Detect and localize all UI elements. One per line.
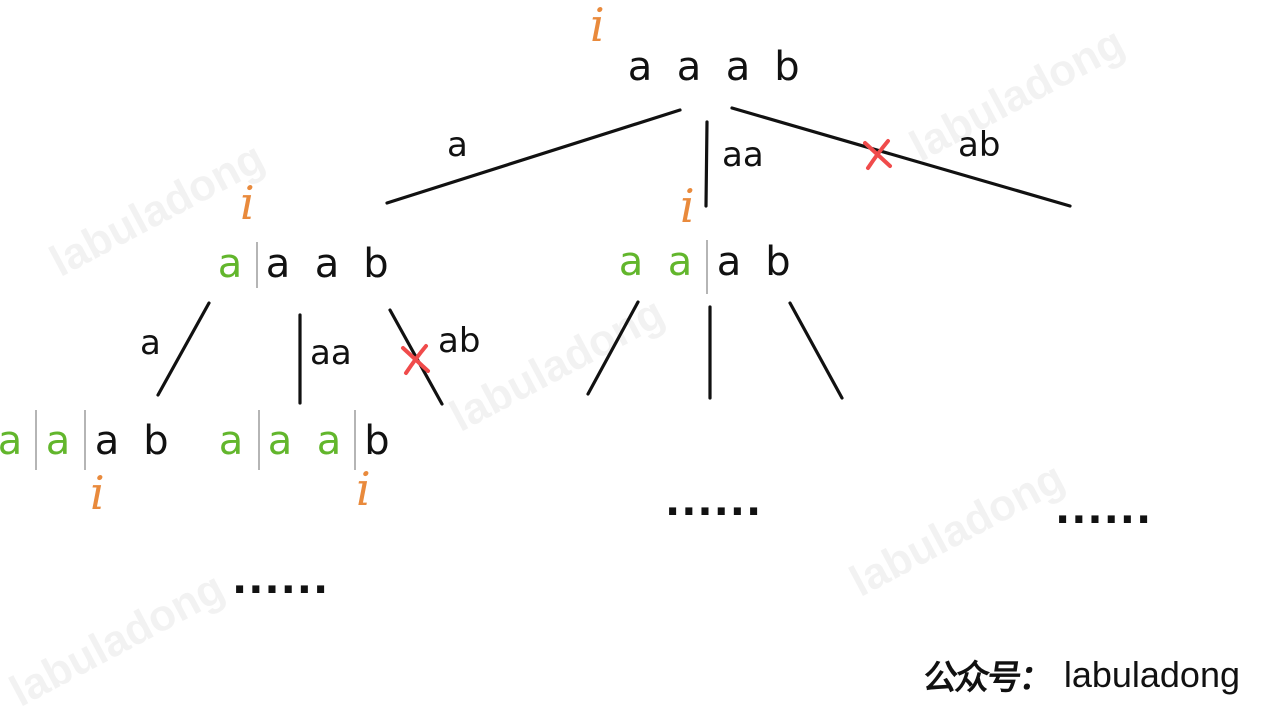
continuation-ellipsis: ...... (665, 479, 763, 525)
consumed-char: a (0, 418, 23, 464)
root-char: a (676, 44, 702, 90)
footer-name: labuladong (1063, 653, 1240, 695)
remaining-char: b (765, 239, 791, 285)
index-marker: i (680, 179, 695, 233)
partition-separator (258, 410, 260, 470)
edge-label: ab (958, 125, 1001, 165)
footer-prefix: 公众号： (920, 658, 1055, 698)
edge-label: ab (438, 321, 481, 361)
edge-label: a (140, 323, 161, 363)
index-marker: i (90, 466, 105, 520)
middle-edge-3 (788, 301, 844, 400)
remaining-char: a (265, 241, 291, 287)
partition-separator (35, 410, 37, 470)
partition-separator (256, 242, 258, 288)
edge-label: a (447, 125, 468, 165)
consumed-char: a (316, 418, 342, 464)
footer-credit: 公众号： labuladong (921, 650, 1240, 699)
pruned-cross-icon (401, 344, 430, 375)
remaining-char: a (716, 239, 742, 285)
root-char: a (725, 44, 751, 90)
partition-separator (354, 410, 356, 470)
edge-label: aa (722, 135, 764, 175)
remaining-char: b (363, 241, 389, 287)
consumed-char: a (267, 418, 293, 464)
partition-separator (706, 240, 708, 294)
middle-edge-1 (586, 300, 640, 396)
root-edge-a (385, 108, 682, 205)
partition-separator (84, 410, 86, 470)
consumed-char: a (217, 241, 243, 287)
left-edge-a (156, 301, 211, 397)
root-edge-aa (704, 120, 709, 208)
remaining-char: b (143, 418, 169, 464)
index-marker: i (356, 462, 371, 516)
index-marker: i (590, 0, 605, 52)
consumed-char: a (667, 239, 693, 285)
remaining-char: a (94, 418, 120, 464)
consumed-char: a (45, 418, 71, 464)
root-edge-ab (730, 106, 1072, 208)
root-char: b (774, 44, 800, 90)
continuation-ellipsis: ...... (232, 557, 330, 603)
consumed-char: a (218, 418, 244, 464)
remaining-char: a (314, 241, 340, 287)
root-char: a (627, 44, 653, 90)
pruned-cross-icon (863, 139, 892, 170)
edge-label: aa (310, 333, 352, 373)
continuation-ellipsis: ...... (1055, 487, 1153, 533)
consumed-char: a (618, 239, 644, 285)
index-marker: i (240, 176, 255, 230)
remaining-char: b (364, 418, 390, 464)
